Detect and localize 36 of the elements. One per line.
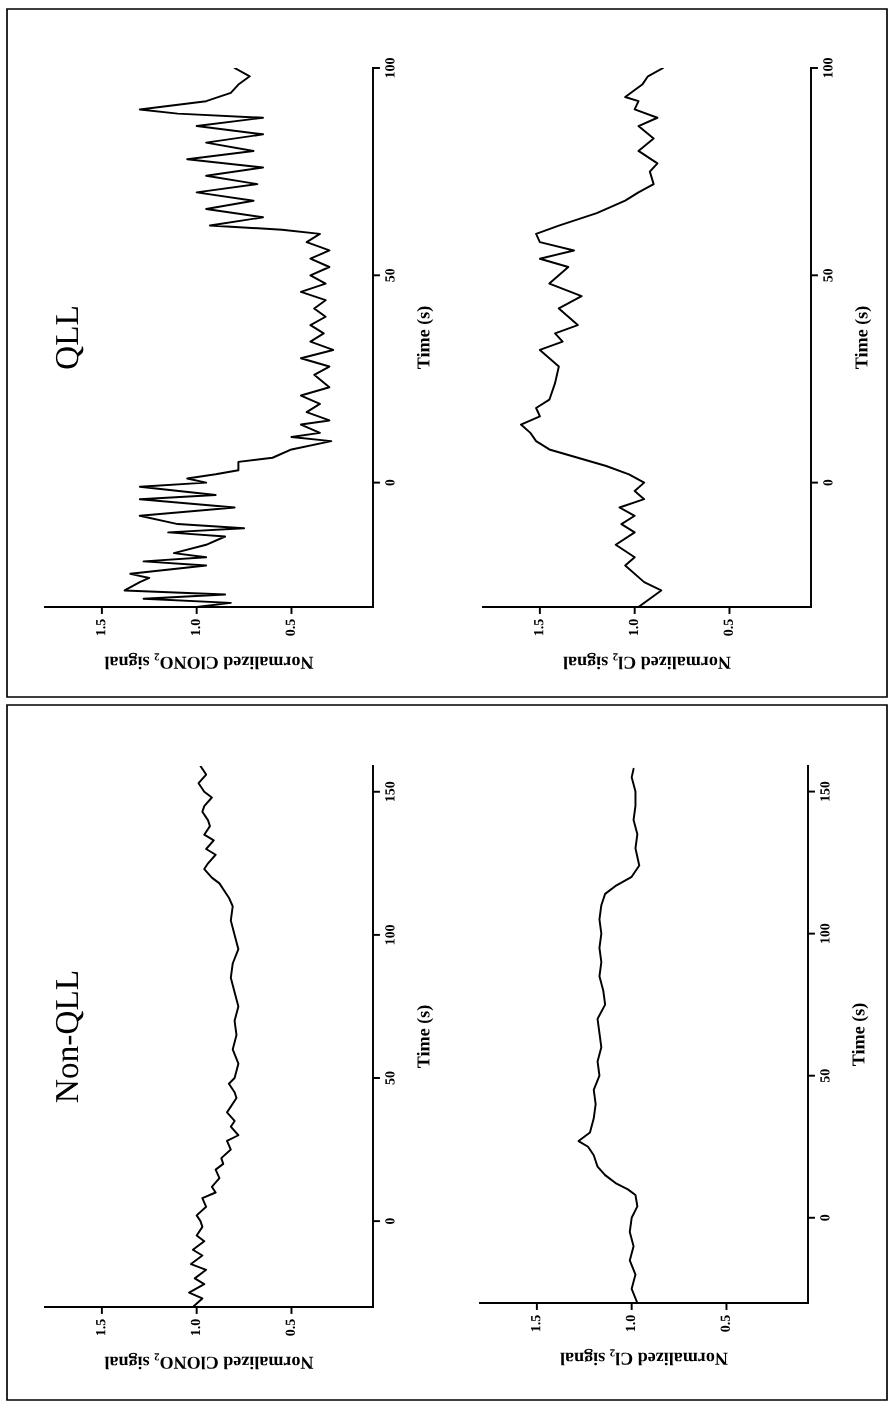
x-axis-title: Normalized Cl₂ signal bbox=[563, 652, 731, 670]
x-tick-label: 1.0 bbox=[628, 619, 639, 636]
y-tick-label: 0 bbox=[820, 1214, 830, 1221]
y-tick-label: 150 bbox=[385, 781, 395, 802]
text: Non-QLL bbox=[55, 971, 84, 1103]
x-tick-label: 1.5 bbox=[534, 619, 544, 636]
y-tick-label: 100 bbox=[385, 58, 395, 78]
y-axis-title: Time (s) bbox=[416, 1005, 434, 1068]
x-tick-label: 0.5 bbox=[720, 1315, 731, 1332]
y-axis-title: Time (s) bbox=[854, 306, 872, 369]
y-axis-title: Time (s) bbox=[416, 306, 434, 369]
y-tick-label: 150 bbox=[820, 781, 830, 801]
text: QLL bbox=[55, 307, 84, 369]
y-tick-label: 50 bbox=[823, 268, 833, 282]
y-tick-label: 100 bbox=[820, 923, 830, 943]
x-tick-label: 1.0 bbox=[190, 1319, 201, 1336]
x-tick-label: 1.0 bbox=[190, 619, 201, 636]
y-tick-label: 0 bbox=[385, 479, 395, 486]
x-axis-title: Normalized Cl₂ signal bbox=[560, 1348, 728, 1366]
y-axis-title: Time (s) bbox=[851, 1003, 869, 1066]
x-tick-label: 1.5 bbox=[531, 1315, 541, 1332]
x-axis-title: Normalized ClONO₂ signal bbox=[104, 1352, 314, 1370]
y-tick-label: 50 bbox=[820, 1069, 830, 1083]
x-tick-label: 1.5 bbox=[96, 619, 106, 636]
y-tick-label: 100 bbox=[823, 58, 833, 78]
y-tick-label: 50 bbox=[385, 268, 395, 282]
y-tick-label: 0 bbox=[385, 1218, 395, 1225]
x-axis-title: Normalized ClONO₂ signal bbox=[104, 652, 314, 670]
x-tick-label: 1.0 bbox=[625, 1315, 636, 1332]
y-tick-label: 50 bbox=[385, 1071, 395, 1085]
y-tick-label: 100 bbox=[385, 925, 395, 945]
x-tick-label: 0.5 bbox=[723, 619, 734, 636]
x-tick-label: 0.5 bbox=[285, 1319, 296, 1336]
x-tick-label: 0.5 bbox=[285, 619, 296, 636]
y-tick-label: 0 bbox=[823, 479, 833, 486]
x-tick-label: 1.5 bbox=[96, 1319, 106, 1336]
